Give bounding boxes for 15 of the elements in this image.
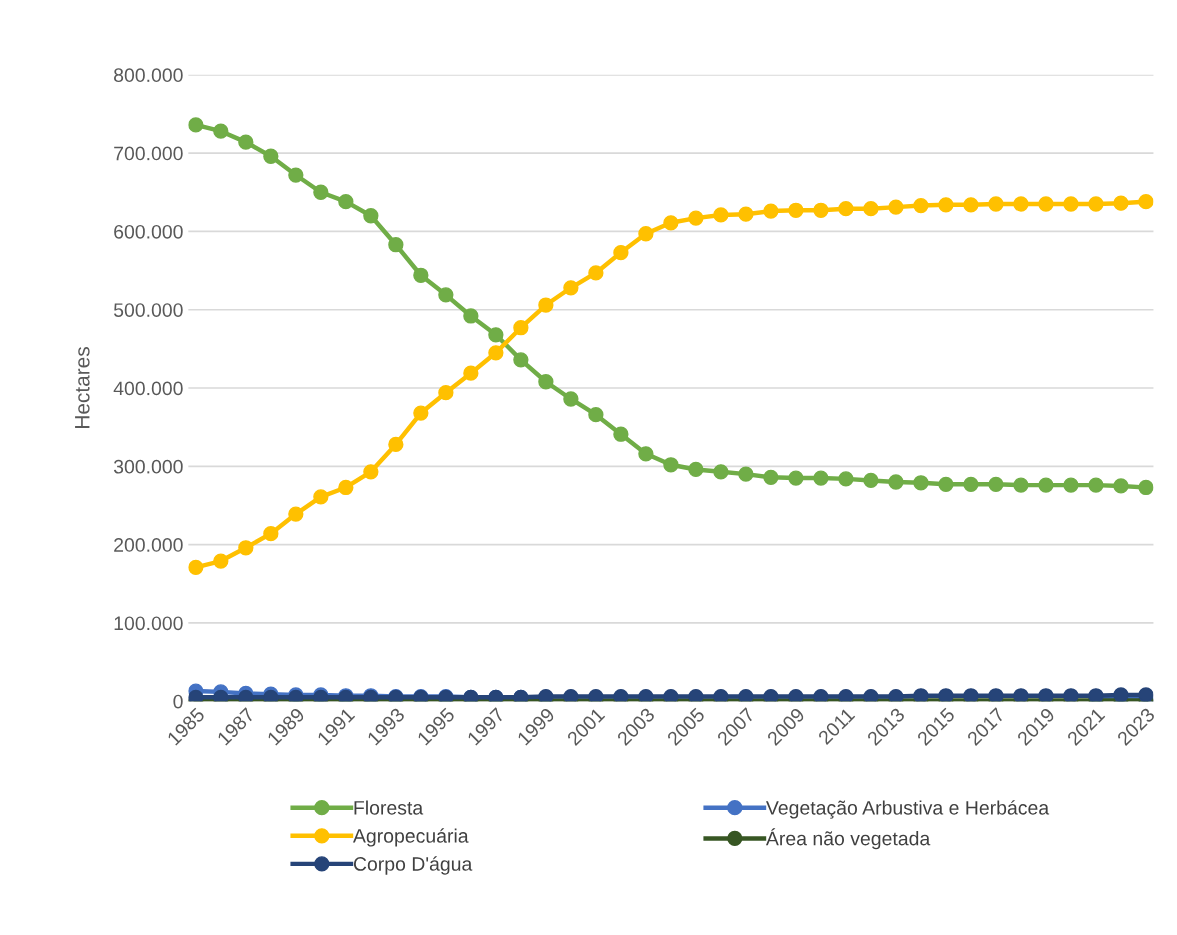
y-tick-label: 400.000 bbox=[113, 381, 183, 396]
y-axis-title: Hectares bbox=[75, 347, 90, 428]
y-tick-label: 300.000 bbox=[113, 459, 183, 474]
y-tick-label: 200.000 bbox=[114, 538, 183, 552]
y-tick-label: 100.000 bbox=[114, 616, 183, 631]
legend-label: Vegetação Arbustiva e Herbácea bbox=[766, 800, 1050, 819]
legend-label: Floresta bbox=[354, 800, 424, 815]
y-tick-label: 0 bbox=[173, 694, 183, 709]
y-tick-label: 800.000 bbox=[114, 68, 183, 83]
y-tick-label: 600.000 bbox=[114, 224, 183, 239]
legend-label: Agropecuária bbox=[352, 828, 469, 847]
y-tick-label: 700.000 bbox=[114, 146, 183, 161]
y-tick-label: 500.000 bbox=[113, 303, 183, 317]
legend-label: Corpo D'água bbox=[353, 856, 473, 875]
legend-label: Área não vegetada bbox=[765, 828, 931, 850]
